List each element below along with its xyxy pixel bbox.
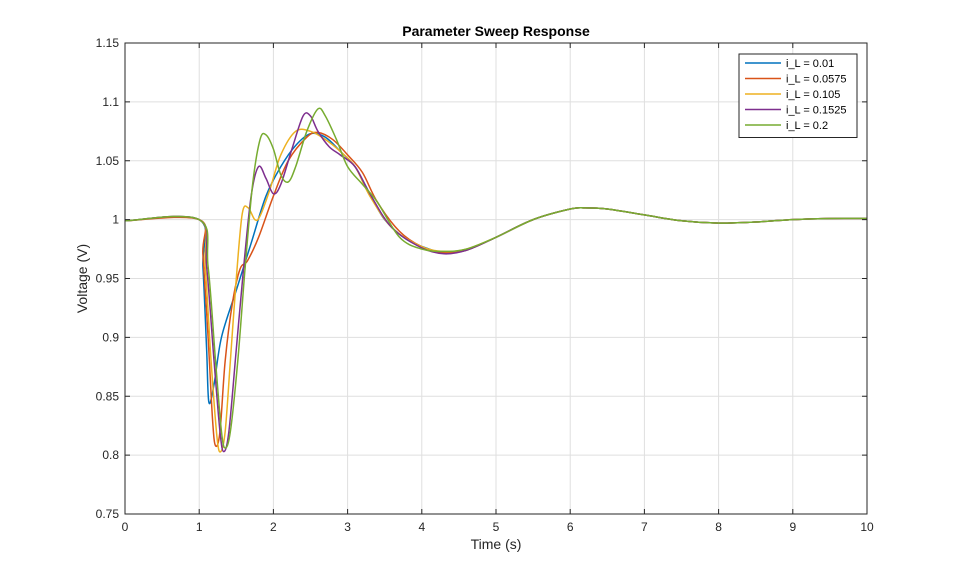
chart-title: Parameter Sweep Response: [402, 23, 590, 39]
legend: i_L = 0.01 i_L = 0.0575 i_L = 0.105 i_L = 0…: [738, 53, 858, 138]
x-tick-label: 7: [641, 520, 648, 534]
legend-entry: i_L = 0.2: [786, 120, 828, 132]
x-tick-label: 8: [715, 520, 722, 534]
y-tick-label: 0.95: [96, 272, 120, 286]
y-tick-label: 1.15: [96, 36, 120, 50]
legend-entry: i_L = 0.0575: [786, 74, 846, 86]
y-tick-label: 1.1: [102, 95, 119, 109]
y-tick-label: 1: [112, 213, 119, 227]
x-tick-label: 3: [344, 520, 351, 534]
y-tick-label: 0.75: [96, 507, 120, 521]
x-tick-label: 9: [789, 520, 796, 534]
y-tick-label: 0.85: [96, 389, 120, 403]
y-axis-label: Voltage (V): [74, 244, 90, 313]
legend-entry: i_L = 0.01: [786, 58, 834, 70]
ticks: 0 1 2 3 4 5 6 7 8 9 10 0.75 0.8 0.85 0.9 0.95 1 1.05 1.1 1.…: [96, 36, 874, 534]
x-tick-label: 0: [122, 520, 129, 534]
x-tick-label: 5: [493, 520, 500, 534]
legend-entry: i_L = 0.105: [786, 89, 840, 101]
y-tick-label: 0.8: [102, 448, 119, 462]
x-tick-label: 10: [860, 520, 874, 534]
plot-lines: [124, 107, 868, 453]
x-tick-label: 6: [567, 520, 574, 534]
x-axis-label: Time (s): [471, 536, 522, 552]
y-tick-label: 0.9: [102, 330, 119, 344]
y-tick-label: 1.05: [96, 154, 120, 168]
legend-box: [738, 53, 858, 138]
x-tick-label: 2: [270, 520, 277, 534]
x-tick-label: 4: [418, 520, 425, 534]
series-line-5: [124, 107, 868, 449]
legend-entry: i_L = 0.1525: [786, 105, 846, 117]
x-tick-label: 1: [196, 520, 203, 534]
